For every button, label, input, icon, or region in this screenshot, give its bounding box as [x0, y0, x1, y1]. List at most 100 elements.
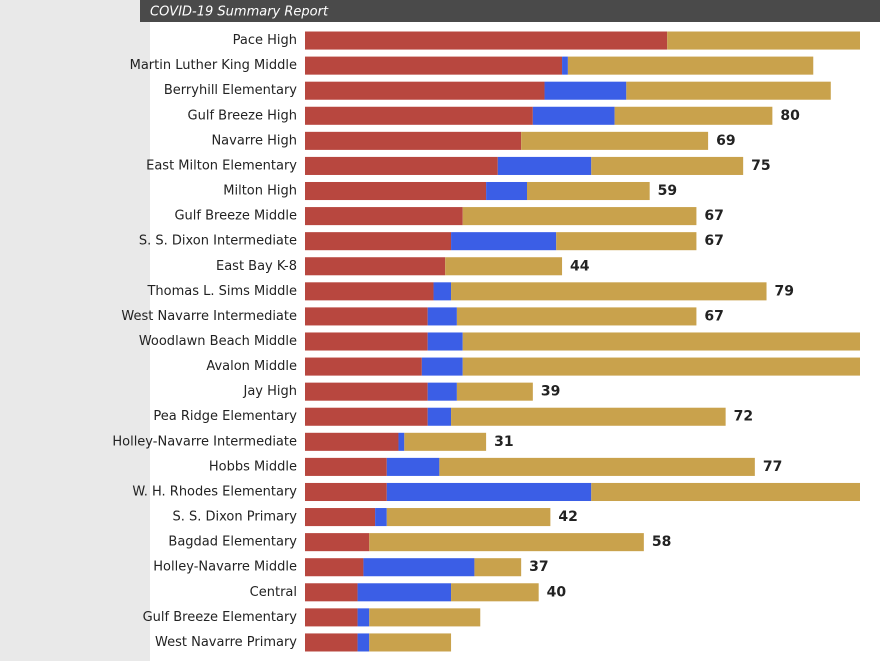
- category-label: Navarre High: [211, 133, 297, 148]
- total-label: 75: [751, 158, 770, 174]
- category-label: Pea Ridge Elementary: [153, 409, 297, 424]
- bar-segment: [497, 156, 592, 175]
- category-label: Avalon Middle: [206, 359, 297, 374]
- total-label: 59: [658, 183, 677, 199]
- category-label: West Navarre Primary: [155, 635, 297, 650]
- bar-segment: [305, 583, 358, 602]
- bar-segment: [357, 608, 370, 627]
- bar-segment: [386, 457, 440, 476]
- bar-segment: [305, 257, 446, 276]
- total-label: 77: [763, 459, 782, 475]
- category-label: Bagdad Elementary: [168, 535, 297, 550]
- bar-segment: [305, 457, 387, 476]
- category-label: Milton High: [223, 184, 297, 199]
- bar-segment: [305, 181, 487, 201]
- category-label: Pace High: [233, 33, 297, 48]
- total-label: 37: [529, 559, 548, 575]
- bar-segment: [305, 432, 399, 451]
- bar-segment: [591, 482, 860, 502]
- bar-segment: [427, 332, 463, 351]
- bar-segment: [357, 583, 452, 602]
- bar-segment: [474, 558, 522, 577]
- bar-segment: [305, 207, 463, 226]
- bar-segment: [544, 81, 627, 100]
- bar-segment: [305, 482, 387, 502]
- bar-segment: [369, 533, 644, 552]
- category-label: Berryhill Elementary: [164, 83, 297, 98]
- category-label: Gulf Breeze Middle: [174, 209, 297, 224]
- bar-segment: [369, 608, 481, 627]
- bar-segment: [305, 508, 376, 527]
- category-label: East Bay K-8: [216, 259, 297, 274]
- category-label: Holley-Navarre Middle: [153, 560, 297, 575]
- category-label: West Navarre Intermediate: [121, 309, 297, 324]
- bar-segment: [456, 307, 697, 326]
- bar-segment: [591, 156, 744, 175]
- bar-segment: [451, 407, 726, 426]
- total-label: 80: [780, 108, 800, 124]
- bar-segment: [451, 282, 767, 301]
- bar-segment: [363, 558, 475, 577]
- category-label: Martin Luther King Middle: [130, 58, 297, 73]
- total-label: 72: [734, 409, 753, 425]
- bar-segment: [532, 106, 615, 125]
- bar-segment: [305, 31, 668, 50]
- bar-segment: [404, 432, 487, 451]
- category-label: S. S. Dixon Intermediate: [139, 234, 297, 249]
- total-label: 58: [652, 534, 671, 550]
- category-label: Thomas L. Sims Middle: [146, 284, 297, 299]
- bar-segment: [305, 131, 522, 150]
- bar-segment: [556, 232, 697, 251]
- category-label: Gulf Breeze High: [188, 108, 297, 123]
- bar-segment: [305, 81, 545, 100]
- bar-segment: [427, 307, 457, 326]
- bar-segment: [462, 357, 860, 376]
- bar-segment: [305, 307, 428, 326]
- category-label: Central: [250, 585, 297, 600]
- bar-segment: [305, 357, 422, 376]
- category-label: Hobbs Middle: [209, 459, 297, 474]
- bar-segment: [614, 106, 773, 125]
- total-label: 39: [541, 384, 560, 400]
- bar-segment: [305, 533, 370, 552]
- bar-segment: [369, 633, 452, 652]
- total-label: 40: [547, 584, 567, 600]
- category-label: Jay High: [242, 384, 297, 399]
- bar-segment: [375, 508, 387, 527]
- bar-segment: [398, 432, 405, 451]
- bar-segment: [462, 207, 697, 226]
- category-label: Gulf Breeze Elementary: [143, 610, 298, 625]
- total-label: 44: [570, 258, 590, 274]
- total-label: 79: [775, 283, 794, 299]
- bar-segment: [305, 106, 533, 125]
- bar-segment: [456, 382, 533, 401]
- bar-segment: [305, 232, 452, 251]
- bar-segment: [567, 56, 814, 75]
- bar-segment: [486, 181, 527, 201]
- title-bar: [140, 0, 880, 22]
- bar-segment: [305, 407, 428, 426]
- total-label: 67: [704, 308, 723, 324]
- category-label: East Milton Elementary: [146, 158, 297, 173]
- bar-segment: [445, 257, 563, 276]
- bar-segment: [305, 332, 428, 351]
- bar-segment: [521, 131, 709, 150]
- bar-segment: [386, 508, 551, 527]
- total-label: 67: [704, 208, 723, 224]
- total-label: 69: [716, 133, 735, 149]
- category-label: W. H. Rhodes Elementary: [132, 484, 297, 499]
- bar-segment: [427, 382, 457, 401]
- bar-segment: [305, 633, 358, 652]
- bar-segment: [462, 332, 860, 351]
- category-label: Holley-Navarre Intermediate: [112, 434, 297, 449]
- bar-segment: [305, 558, 364, 577]
- bar-segment: [357, 633, 370, 652]
- bar-segment: [427, 407, 452, 426]
- total-label: 42: [558, 509, 577, 525]
- category-label: Woodlawn Beach Middle: [139, 334, 297, 349]
- bar-segment: [626, 81, 831, 100]
- bar-segment: [451, 583, 539, 602]
- bar-segment: [305, 56, 563, 75]
- chart-title: COVID-19 Summary Report: [150, 5, 329, 20]
